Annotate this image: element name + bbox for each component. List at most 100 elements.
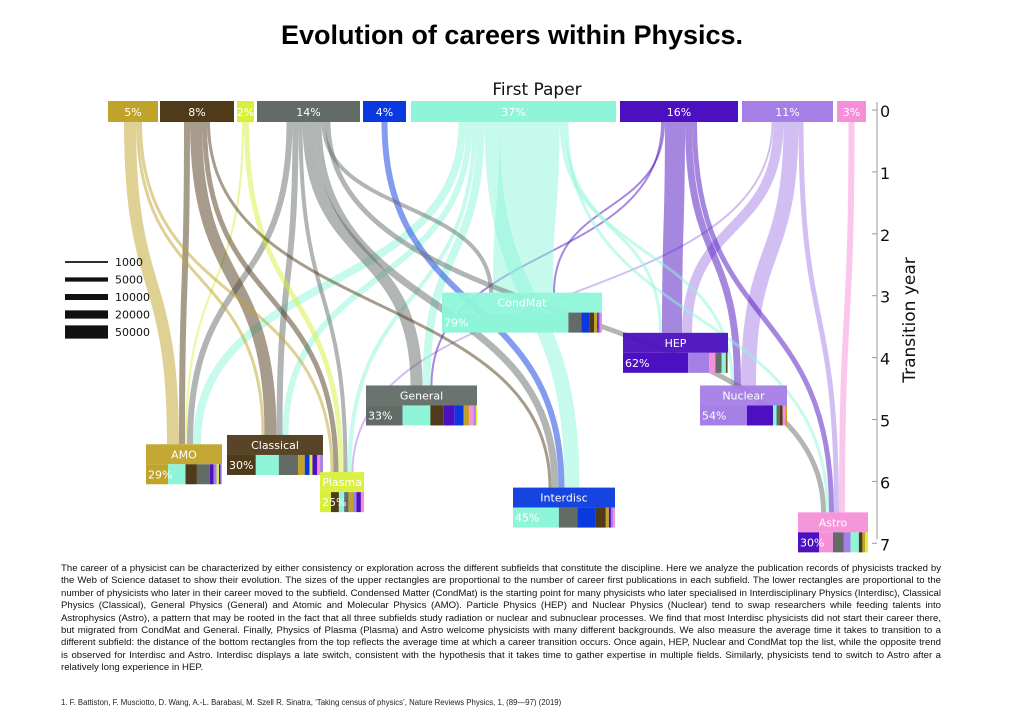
first-paper-pct: 4% xyxy=(376,106,393,119)
composition-segment-plasma xyxy=(475,405,477,426)
composition-segment-classical xyxy=(780,405,783,426)
node-pct: 45% xyxy=(515,512,539,525)
first-paper-pct: 5% xyxy=(124,106,141,119)
axis-tick-label: 5 xyxy=(880,412,890,431)
flow-nuclear-to-nuclear xyxy=(740,121,799,386)
composition-segment-hep xyxy=(443,405,455,426)
axis-tick-label: 3 xyxy=(880,288,890,307)
composition-segment-condmat xyxy=(773,405,777,426)
flow-condmat-to-condmat xyxy=(493,121,560,293)
first-paper-pct: 2% xyxy=(237,106,254,119)
composition-segment-general xyxy=(776,405,781,426)
composition-segment-amo xyxy=(605,507,609,528)
composition-segment-amo xyxy=(726,352,728,373)
node-pct: 30% xyxy=(229,459,253,472)
axis-tick-label: 2 xyxy=(880,226,890,245)
composition-segment-classical xyxy=(185,464,197,485)
composition-segment-general xyxy=(366,405,403,426)
composition-segment-condmat xyxy=(850,532,859,553)
composition-segment-interdisc xyxy=(581,312,590,333)
first-paper-bar-general: 14% xyxy=(257,101,360,122)
composition-segment-interdisc xyxy=(454,405,464,426)
composition-segment-hep xyxy=(312,454,318,475)
node-hep: HEP 62% xyxy=(623,332,728,373)
composition-segment-astro xyxy=(600,312,602,333)
career-sankey-diagram: First Paper 5% 8% 2% 14% 4% 37% 16% 11% 3% CondM… xyxy=(65,80,920,554)
flow-hep-to-condmat xyxy=(552,121,666,293)
first-paper-bar-hep: 16% xyxy=(620,101,738,122)
composition-segment-amo xyxy=(785,405,787,426)
composition-segment-interdisc xyxy=(218,464,221,485)
node-label: Nuclear xyxy=(722,389,765,402)
composition-segment-classical xyxy=(589,312,594,333)
axis-tick-label: 6 xyxy=(880,473,890,492)
composition-segment-classical xyxy=(430,405,444,426)
composition-segment-nuclear xyxy=(688,352,710,373)
flow-condmat-to-hep xyxy=(559,121,662,333)
flow-condmat-to-amo xyxy=(192,121,467,445)
composition-segment-astro xyxy=(819,532,833,553)
flow-nuclear-to-astro xyxy=(798,121,839,513)
axis-tick-label: 1 xyxy=(880,164,890,183)
composition-segment-amo xyxy=(348,492,353,513)
flow-classical-to-interdisc xyxy=(206,121,552,488)
composition-segment-astro xyxy=(469,405,474,426)
node-pct: 54% xyxy=(702,409,726,422)
flow-general-to-interdisc xyxy=(314,121,559,488)
composition-segment-nuclear xyxy=(213,464,217,485)
first-paper-bars: 5% 8% 2% 14% 4% 37% 16% 11% 3% xyxy=(108,101,866,122)
composition-segment-nuclear xyxy=(843,532,851,553)
composition-segment-condmat xyxy=(513,507,559,528)
composition-segment-general xyxy=(715,352,722,373)
composition-segment-nuclear xyxy=(610,507,613,528)
flow-amo-to-plasma xyxy=(138,121,334,473)
node-pct: 79% xyxy=(444,317,468,330)
flow-amo-to-classical xyxy=(135,121,265,435)
composition-segment-nuclear xyxy=(473,405,476,426)
flow-condmat-to-plasma xyxy=(347,121,477,473)
flow-hep-to-hep xyxy=(661,121,686,333)
composition-segment-condmat xyxy=(338,492,345,513)
legend-label: 1000 xyxy=(115,256,143,269)
node-pct: 30% xyxy=(800,536,824,549)
node-label: AMO xyxy=(171,448,197,461)
flow-nuclear-to-hep xyxy=(682,121,784,333)
composition-segment-condmat xyxy=(402,405,431,426)
composition-segment-condmat xyxy=(168,464,186,485)
node-label: Interdisc xyxy=(540,492,587,505)
figure-title: Evolution of careers within Physics. xyxy=(280,20,744,50)
composition-segment-classical xyxy=(595,507,606,528)
axis-tick-label: 0 xyxy=(880,102,890,121)
first-paper-pct: 16% xyxy=(667,106,691,119)
composition-segment-interdisc xyxy=(304,454,310,475)
node-label: Astro xyxy=(819,516,848,529)
node-pct: 33% xyxy=(368,409,392,422)
flow-plasma-to-amo xyxy=(185,121,245,445)
first-paper-pct: 37% xyxy=(501,106,525,119)
composition-segment-general xyxy=(196,464,210,485)
flow-classical-to-plasma xyxy=(202,121,339,473)
figure-caption: The career of a physicist can be charact… xyxy=(61,563,941,674)
flow-classical-to-amo xyxy=(179,121,191,445)
composition-segment-nuclear xyxy=(598,312,601,333)
composition-segment-hep xyxy=(746,405,774,426)
composition-segment-astro xyxy=(709,352,716,373)
legend-label: 50000 xyxy=(115,326,150,339)
node-label: HEP xyxy=(665,337,687,350)
composition-segment-amo xyxy=(146,464,169,485)
node-condmat: CondMat 79% xyxy=(442,292,602,333)
node-general: General 33% xyxy=(366,385,477,426)
composition-segment-hep xyxy=(209,464,214,485)
node-astro: Astro 30% xyxy=(798,512,868,553)
first-paper-bar-interdisc: 4% xyxy=(363,101,406,122)
composition-segment-amo xyxy=(594,312,598,333)
composition-segment-hep xyxy=(798,532,819,553)
composition-segment-classical xyxy=(725,352,727,373)
flow-plasma-to-plasma xyxy=(244,121,344,473)
composition-segment-amo xyxy=(298,454,305,475)
composition-segment-general xyxy=(833,532,844,553)
node-label: CondMat xyxy=(498,297,548,310)
first-paper-bar-classical: 8% xyxy=(160,101,234,122)
first-paper-bar-plasma: 2% xyxy=(237,101,254,122)
composition-segment-astro xyxy=(360,492,364,513)
